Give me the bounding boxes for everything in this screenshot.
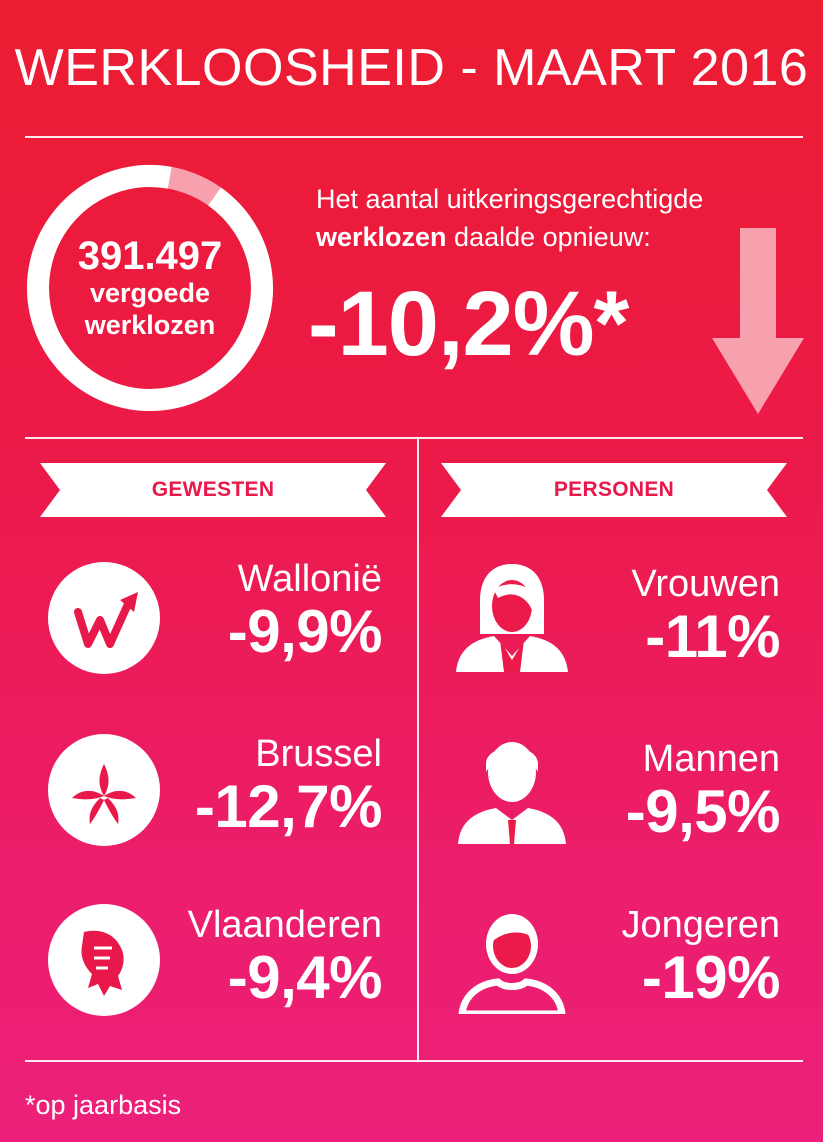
divider-top [25, 136, 803, 138]
stat-brussel: Brussel -12,7% [194, 733, 383, 840]
personen-header: PERSONEN [553, 478, 675, 501]
ring-arc [27, 165, 273, 411]
intro-text: Het aantal uitkeringsgerechtigde werkloz… [316, 180, 796, 257]
unemployed-count: 391.497 [77, 233, 223, 278]
stat-label: Wallonië [237, 558, 382, 600]
stat-vlaanderen: Vlaanderen -9,4% [187, 904, 383, 1011]
stat-label: Vlaanderen [187, 904, 382, 946]
flemish-lion-icon [48, 904, 160, 1016]
intro-rest: daalde opnieuw: [446, 222, 651, 253]
stat-value: -9,5% [625, 777, 781, 845]
divider-vertical [417, 437, 419, 1062]
stat-label: Jongeren [621, 904, 780, 946]
stat-value: -9,9% [227, 597, 383, 665]
unemployed-label-2: werklozen [84, 310, 216, 340]
stat-jongeren: Jongeren -19% [621, 904, 781, 1011]
stat-mannen: Mannen -9,5% [625, 738, 781, 845]
gewesten-header: GEWESTEN [151, 478, 275, 501]
page-title: WERKLOOSHEID - MAART 2016 [14, 39, 809, 97]
ring-center: 391.497 vergoede werklozen [25, 163, 275, 413]
stat-value: -11% [645, 602, 780, 670]
intro-line-2: werklozen daalde opnieuw: [316, 218, 796, 256]
woman-icon [456, 564, 568, 672]
stat-wallonie: Wallonië -9,9% [227, 558, 383, 665]
stat-value: -12,7% [194, 772, 383, 840]
stat-label: Mannen [642, 738, 780, 780]
stat-value: -19% [641, 943, 781, 1011]
gewesten-banner: GEWESTEN [40, 463, 386, 517]
brussels-iris-icon [48, 734, 160, 846]
divider-middle [25, 437, 803, 439]
footnote: *op jaarbasis [25, 1090, 182, 1120]
stat-vrouwen: Vrouwen -11% [631, 563, 780, 670]
young-person-icon [458, 914, 566, 1014]
unemployed-ring-chart [27, 165, 273, 411]
down-arrow-icon [712, 228, 804, 414]
divider-bottom [25, 1060, 803, 1062]
stat-value: -9,4% [227, 943, 383, 1011]
wallonia-icon [48, 562, 160, 674]
personen-banner: PERSONEN [441, 463, 787, 517]
stat-label: Brussel [255, 733, 382, 775]
stat-label: Vrouwen [631, 563, 780, 605]
man-icon [458, 742, 566, 844]
intro-bold: werklozen [316, 222, 447, 253]
intro-line-1: Het aantal uitkeringsgerechtigde [316, 184, 704, 214]
total-change: -10,2%* [308, 273, 629, 375]
unemployed-label-1: vergoede [89, 277, 211, 308]
